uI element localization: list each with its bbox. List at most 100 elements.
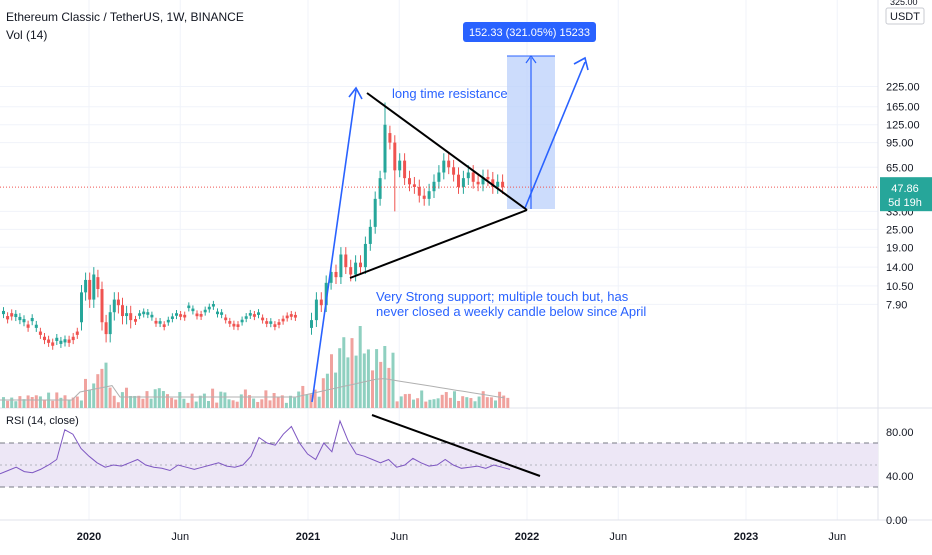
- price-candle: [289, 314, 293, 317]
- time-axis-label: 2020: [77, 531, 101, 543]
- volume-bar: [428, 399, 432, 408]
- time-axis-label: 2023: [734, 531, 758, 543]
- price-candle: [187, 305, 191, 309]
- volume-bar: [502, 395, 506, 408]
- price-candle: [203, 309, 207, 313]
- price-candle: [466, 172, 470, 179]
- volume-bar: [506, 397, 510, 408]
- price-candle: [104, 322, 108, 335]
- volume-bar: [407, 393, 411, 408]
- volume-bar: [498, 391, 502, 408]
- price-candle: [51, 342, 55, 346]
- volume-bar: [444, 392, 448, 408]
- price-candle: [166, 319, 170, 323]
- volume-bar: [489, 397, 493, 408]
- measure-badge[interactable]: [463, 22, 596, 42]
- price-candle: [232, 323, 236, 327]
- price-candle: [344, 254, 348, 268]
- price-candle: [491, 179, 495, 187]
- volume-bar: [272, 393, 276, 408]
- price-candle: [150, 314, 154, 318]
- price-candle: [339, 254, 343, 278]
- price-candle: [88, 279, 92, 300]
- price-candle: [183, 314, 187, 318]
- price-candle: [244, 316, 248, 319]
- price-axis-label: 25.00: [886, 224, 914, 236]
- price-candle: [248, 313, 252, 316]
- price-candle: [199, 314, 203, 317]
- price-axis-label: 95.00: [886, 138, 914, 150]
- price-axis-label: 7.90: [886, 299, 907, 311]
- price-candle: [142, 311, 146, 315]
- price-candle: [408, 178, 411, 185]
- price-axis-label: 125.00: [886, 120, 920, 132]
- price-candle: [393, 142, 397, 171]
- price-axis-label: 65.00: [886, 162, 914, 174]
- volume-bar: [485, 397, 489, 408]
- volume-bar: [112, 395, 116, 408]
- volume-bar: [79, 400, 83, 408]
- support-annotation-line1: Very Strong support; multiple touch but,…: [376, 289, 629, 304]
- price-candle: [368, 226, 372, 244]
- volume-bar: [317, 396, 321, 408]
- volume-bar: [161, 391, 165, 408]
- volume-bar: [100, 368, 104, 408]
- price-candle: [378, 178, 382, 199]
- volume-bar: [293, 397, 297, 408]
- volume-bar: [34, 395, 38, 408]
- price-candle: [236, 324, 240, 327]
- price-candle: [281, 318, 285, 322]
- volume-bar: [71, 397, 75, 408]
- measure-badge-text: 152.33 (321.05%) 15233: [469, 27, 590, 39]
- rsi-label: RSI (14, close): [6, 415, 79, 427]
- price-candle: [96, 277, 100, 290]
- volume-bar: [412, 399, 415, 408]
- price-candle: [2, 310, 5, 315]
- support-annotation-line2: never closed a weekly candle below since…: [376, 304, 646, 319]
- price-candle: [437, 172, 441, 182]
- support-trendline[interactable]: [349, 209, 528, 279]
- projection-arrowhead: [573, 56, 589, 71]
- price-candle: [265, 321, 269, 324]
- price-candle: [373, 198, 377, 227]
- volume-bar: [268, 400, 272, 408]
- volume-bar: [330, 354, 333, 408]
- price-candle: [84, 279, 88, 293]
- volume-bar: [137, 395, 141, 408]
- volume-bar: [321, 378, 325, 408]
- volume-bar: [231, 400, 235, 408]
- price-candle: [461, 178, 465, 187]
- price-candle: [285, 315, 289, 319]
- resistance-trendline[interactable]: [366, 92, 528, 211]
- volume-bar: [432, 399, 436, 408]
- current-price-countdown: 5d 19h: [888, 197, 922, 209]
- price-candle: [175, 313, 178, 316]
- volume-bar: [63, 395, 67, 408]
- price-candle: [116, 299, 120, 306]
- volume-bar: [198, 395, 202, 408]
- price-candle: [228, 321, 232, 324]
- volume-bar: [186, 402, 190, 408]
- price-candle: [55, 337, 59, 341]
- price-candle: [138, 313, 142, 316]
- volume-bar: [104, 362, 108, 408]
- volume-bar: [448, 397, 452, 408]
- price-candle: [501, 181, 505, 188]
- time-axis-label: Jun: [609, 531, 627, 543]
- volume-bar: [256, 401, 260, 408]
- rsi-divergence-trendline[interactable]: [371, 414, 541, 477]
- price-candle: [80, 292, 83, 323]
- price-candle: [257, 312, 260, 315]
- projection-arrow-line: [524, 61, 586, 209]
- currency-button[interactable]: [885, 7, 925, 25]
- price-candle: [146, 312, 150, 315]
- rally-arrow-line: [311, 89, 357, 403]
- volume-bar: [395, 401, 399, 408]
- volume-bar: [346, 357, 350, 408]
- volume-bar: [215, 402, 219, 408]
- price-candle: [6, 316, 10, 320]
- price-candle: [457, 174, 460, 187]
- price-candle: [310, 320, 313, 328]
